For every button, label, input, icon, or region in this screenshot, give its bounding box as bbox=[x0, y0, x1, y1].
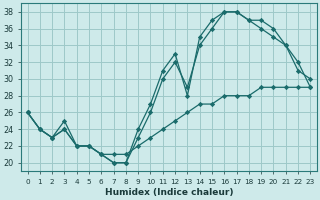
X-axis label: Humidex (Indice chaleur): Humidex (Indice chaleur) bbox=[105, 188, 233, 197]
